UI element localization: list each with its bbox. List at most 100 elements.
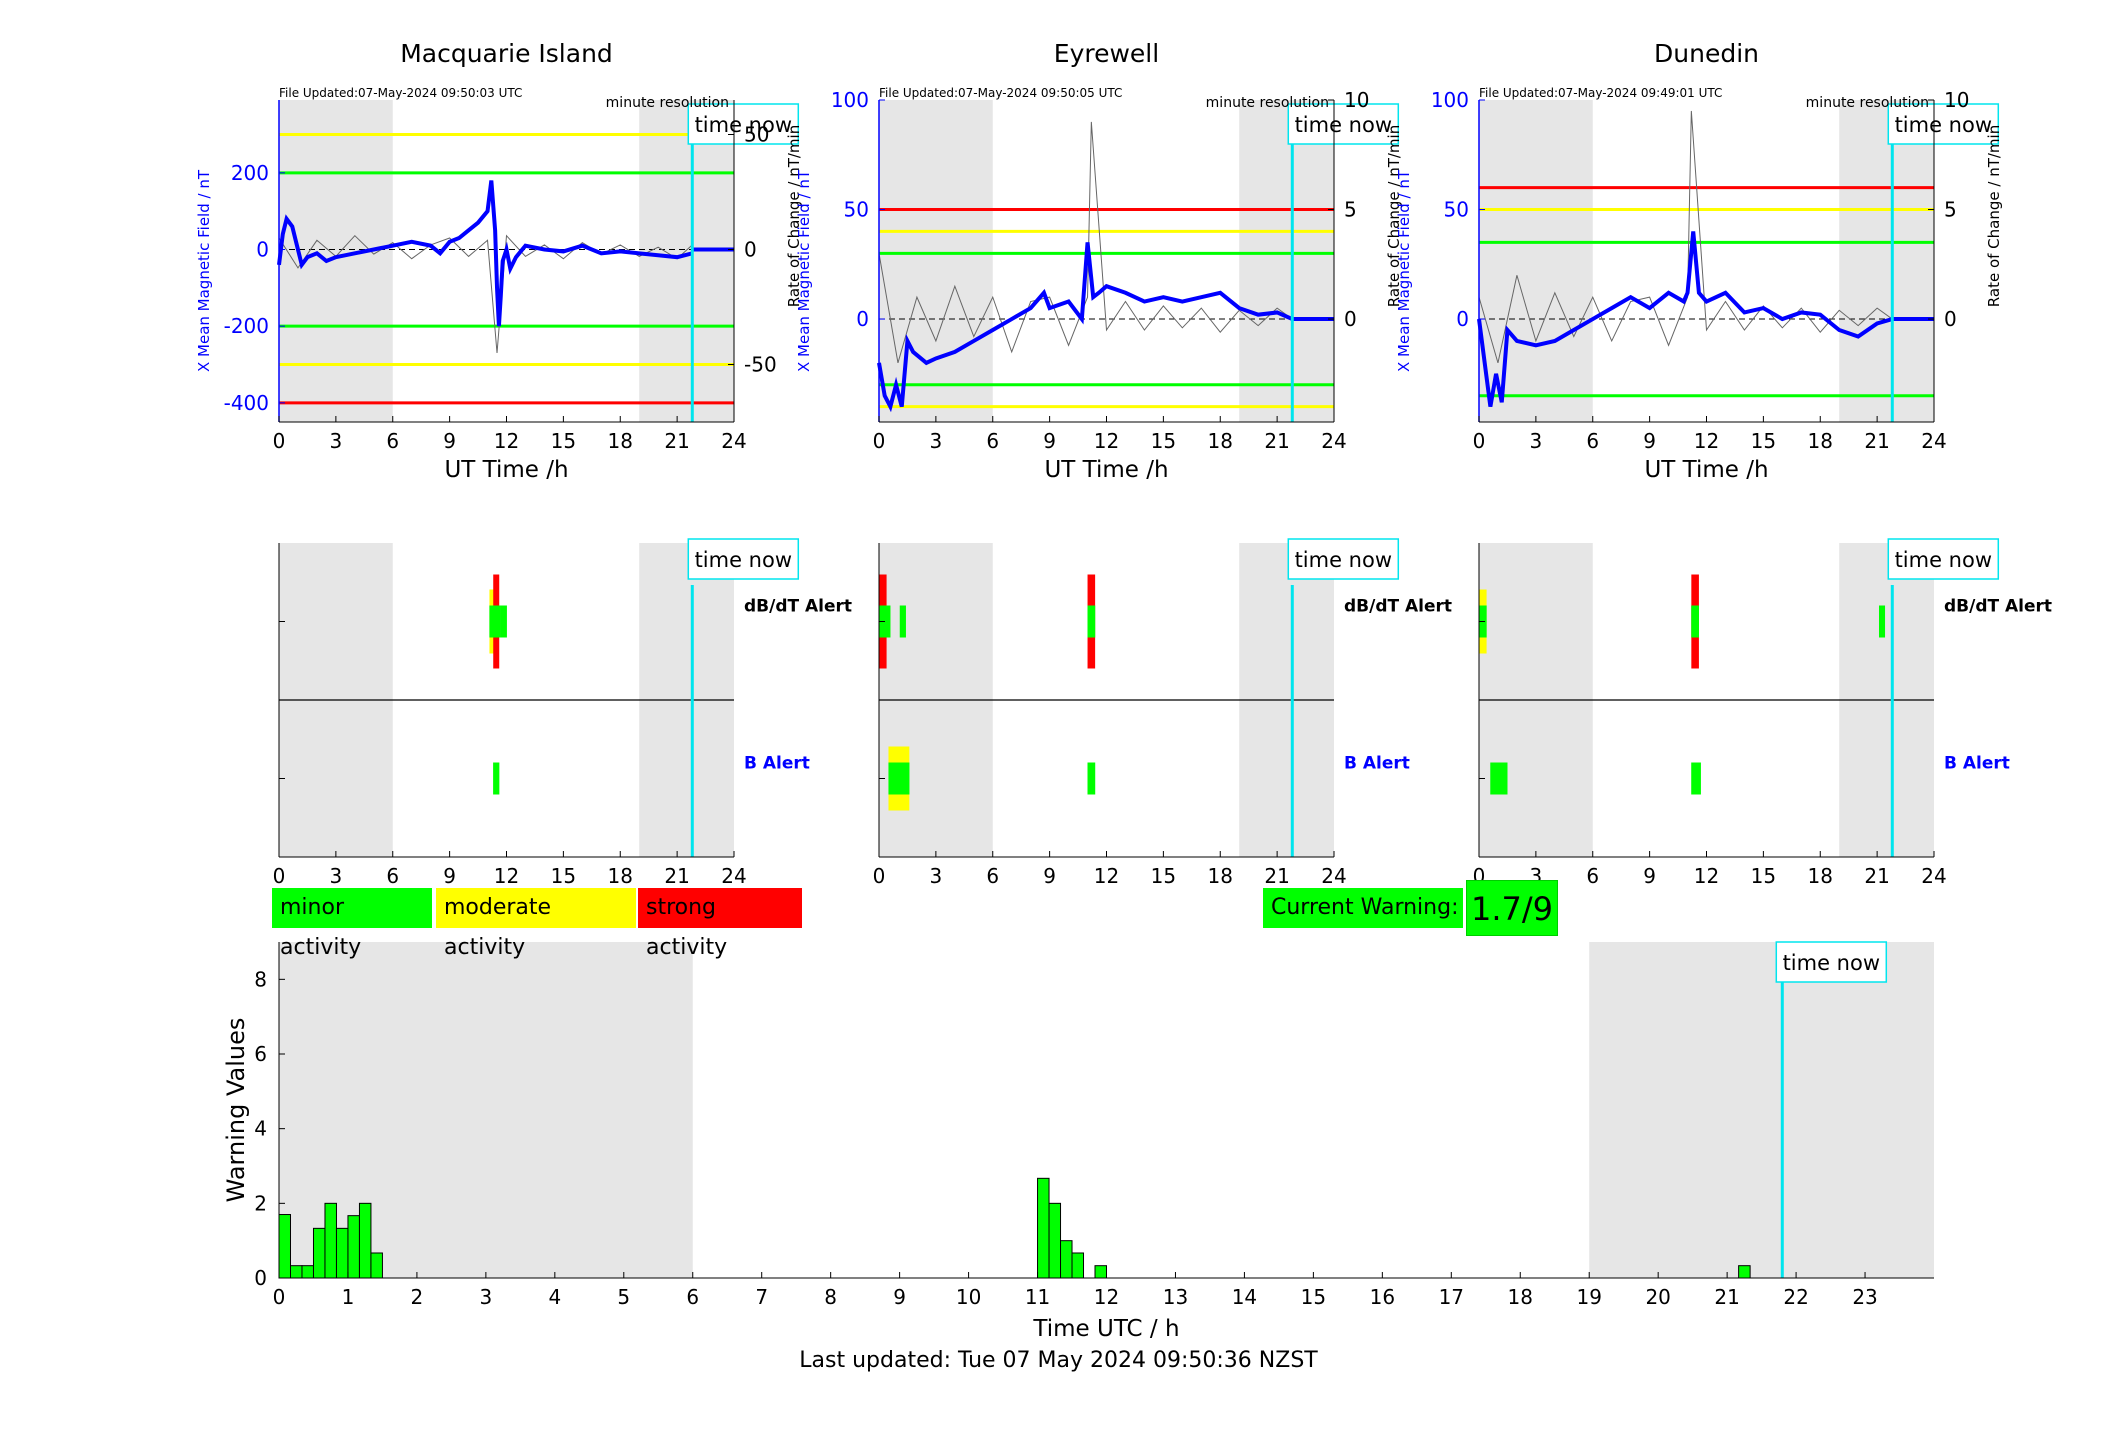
y-right-label: Rate of Change / nT/min [1985,125,2003,307]
row-label-b: B Alert [744,754,810,774]
row-label-dbdt: dB/dT Alert [1344,597,1452,617]
night-shading [1839,100,1934,422]
x-tick-label: 19 [1576,1285,1601,1309]
x-axis-label: UT Time /h [1644,457,1768,483]
x-tick-label: 15 [1751,429,1776,453]
x-tick-label: 24 [1921,864,1946,888]
warning-bar [312,1227,326,1279]
x-tick-label: 9 [893,1285,906,1309]
x-tick-label: 15 [551,429,576,453]
y-left-tick-label: 100 [831,88,869,112]
x-tick-label: 21 [664,429,689,453]
x-tick-label: 0 [273,864,286,888]
x-tick-label: 3 [480,1285,493,1309]
x-axis-label: UT Time /h [1044,457,1168,483]
x-tick-label: 12 [1094,429,1119,453]
time-now-box [1287,103,1400,145]
x-axis-label: UT Time /h [444,457,568,483]
y-left-tick-label: 100 [1431,88,1469,112]
y-tick-label: 2 [254,1191,267,1215]
y-right-tick-label: 10 [1344,88,1369,112]
x-tick-label: 0 [1473,429,1486,453]
time-now-label: time now [1295,113,1392,137]
x-tick-label: 11 [1025,1285,1050,1309]
warning-bar [335,1227,349,1279]
x-tick-label: 0 [873,864,886,888]
y-right-label: Rate of Change / nT/min [1385,125,1403,307]
warning-bar [278,1214,291,1279]
x-tick-label: 6 [1586,864,1599,888]
row-label-b: B Alert [1944,754,2010,774]
x-tick-label: 13 [1163,1285,1188,1309]
y-right-tick-label: 10 [1944,88,1969,112]
x-tick-label: 9 [1643,864,1656,888]
time-now-box [1887,538,2000,580]
last-updated: Last updated: Tue 07 May 2024 09:50:36 N… [799,1348,1318,1373]
x-tick-label: 18 [608,864,633,888]
x-tick-label: 6 [386,864,399,888]
y-left-tick-label: 0 [1456,307,1469,331]
y-right-label: Rate of Change / nT/min [785,125,803,307]
warning-bar [1738,1265,1751,1279]
x-tick-label: 21 [1864,429,1889,453]
x-tick-label: 18 [1208,864,1233,888]
x-tick-label: 3 [930,864,943,888]
x-tick-label: 12 [1694,864,1719,888]
x-tick-label: 7 [755,1285,768,1309]
alert-cell-green [1691,605,1699,638]
y-left-tick-label: -200 [224,314,269,338]
time-now-label: time now [1295,548,1392,572]
x-tick-label: 9 [443,864,456,888]
x-mean-line [1477,231,1893,408]
night-shading [1239,100,1334,422]
x-tick-label: 3 [330,429,343,453]
alert-cell-green [489,605,501,638]
x-tick-label: 9 [1043,429,1056,453]
alert-cell-green [1087,762,1096,795]
y-left-tick-label: 200 [231,161,269,185]
warning-bar [1071,1252,1085,1279]
x-tick-label: 21 [1864,864,1889,888]
x-tick-label: 0 [873,429,886,453]
file-updated: File Updated:07-May-2024 09:49:01 UTC [1479,86,1722,100]
x-tick-label: 2 [411,1285,424,1309]
x-tick-label: 22 [1783,1285,1808,1309]
alert-panel-1: time now 0 3 6 9 12 15 18 21 24 dB/dT Alert B Alert [273,538,852,888]
y-right-tick-label: 0 [1944,307,1957,331]
time-now-box [1887,103,2000,145]
warning-bar [347,1215,360,1279]
x-tick-label: 3 [1530,429,1543,453]
warning-bar [1060,1240,1073,1279]
y-right-tick-label: -50 [744,353,777,377]
x-tick-label: 18 [1508,1285,1533,1309]
x-tick-label: 6 [686,1285,699,1309]
x-tick-label: 9 [1043,864,1056,888]
time-now-box [687,103,800,145]
warning-bar [1094,1265,1107,1279]
current-warning-label: Current Warning: [1263,888,1463,928]
x-tick-label: 8 [824,1285,837,1309]
night-shading [879,100,993,422]
x-tick-label: 5 [617,1285,630,1309]
alert-cell-green [1490,762,1508,795]
y-left-label: X Mean Magnetic Field / nT [195,169,213,372]
x-tick-label: 15 [1751,864,1776,888]
file-updated: File Updated:07-May-2024 09:50:03 UTC [279,86,522,100]
x-tick-label: 18 [1208,429,1233,453]
x-tick-label: 6 [986,864,999,888]
time-now-box [1775,941,1888,983]
x-tick-label: 6 [386,429,399,453]
x-tick-label: 15 [551,864,576,888]
y-left-label: X Mean Magnetic Field / nT [1395,169,1413,372]
alert-cell-green [500,605,507,638]
x-tick-label: 6 [1586,429,1599,453]
x-mean-line [277,180,693,327]
y-left-tick-label: 0 [256,238,269,262]
warning-bar [324,1202,337,1279]
resolution-label: minute resolution [1206,95,1329,111]
rate-of-change-line [278,234,693,354]
warning-bar [1037,1177,1050,1279]
x-tick-label: 21 [1264,864,1289,888]
